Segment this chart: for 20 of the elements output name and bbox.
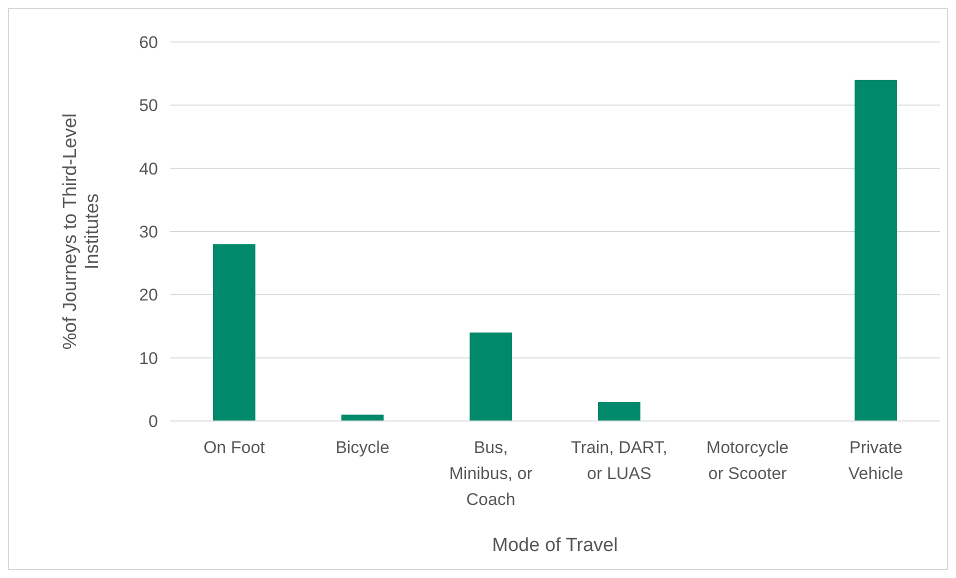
y-tick-label: 40 — [139, 159, 158, 178]
y-tick-label: 30 — [139, 222, 158, 242]
x-tick-label: Motorcycle or Scooter — [706, 438, 789, 483]
x-tick-label: Bus, Minibus, or Coach — [449, 438, 533, 509]
bar — [470, 332, 512, 421]
bar — [598, 402, 640, 421]
bar — [212, 244, 256, 421]
bar — [854, 80, 898, 421]
x-tick-label: Bicycle — [336, 438, 390, 457]
y-tick-label: 10 — [139, 348, 158, 368]
x-tick-label: On Foot — [203, 438, 266, 457]
y-tick-label: 50 — [139, 96, 158, 116]
y-axis-title: %of Journeys to Third-Level Institutes — [60, 113, 103, 350]
y-tick-label: 60 — [139, 32, 158, 52]
y-tick-label: 0 — [148, 412, 158, 431]
bar — [341, 414, 384, 421]
x-tick-label: Private Vehicle — [848, 438, 904, 483]
x-tick-label: Train, DART, or LUAS — [570, 438, 668, 483]
x-axis-title: Mode of Travel — [492, 535, 618, 556]
y-tick-label: 20 — [139, 286, 158, 305]
